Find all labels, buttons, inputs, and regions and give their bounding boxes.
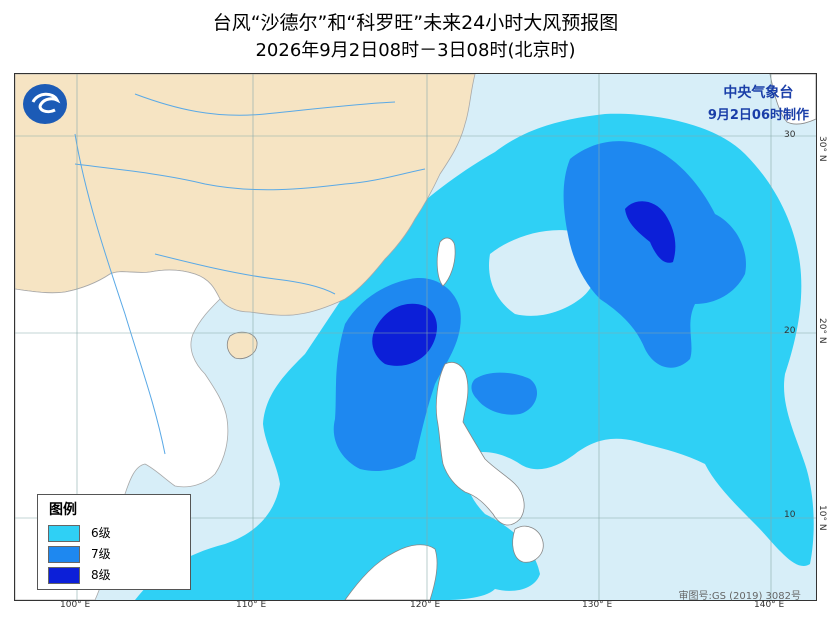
wind-zone-7-ph — [471, 372, 538, 415]
legend-item-7: 7级 — [48, 545, 188, 563]
legend-item-8: 8级 — [48, 566, 188, 584]
river-yangtze — [74, 163, 426, 191]
sea-gap-central — [489, 230, 598, 316]
agency-name: 中央气象台 — [723, 85, 794, 101]
lon-label-130: 130° E — [582, 600, 613, 610]
river-yellow — [134, 93, 396, 116]
lat-inner-10: 10 — [784, 510, 796, 520]
river-pearl — [154, 253, 336, 295]
wind-zone-7-east — [563, 141, 746, 368]
legend: 图例 6级 7级 8级 — [37, 494, 191, 590]
map-title: 台风“沙德尔”和“科罗旺”未来24小时大风预报图 — [212, 12, 619, 34]
land-mindanao — [512, 525, 544, 563]
lon-label-140: 140° E — [754, 600, 785, 610]
map-approval-number: 审图号:GS (2019) 3082号 — [678, 591, 801, 602]
wind-zone-8-east — [625, 201, 676, 263]
land-japan — [769, 74, 816, 125]
legend-item-6: 6级 — [48, 524, 188, 542]
wind-zone-8-west — [372, 303, 437, 366]
river-mekong — [74, 133, 166, 455]
legend-label-7: 7级 — [91, 547, 111, 561]
lat-label-10: 10° N — [817, 505, 827, 531]
land-philippines — [435, 362, 525, 526]
lon-label-100: 100° E — [60, 600, 91, 610]
land-borneo — [344, 544, 438, 600]
lat-label-20: 20° N — [817, 318, 827, 344]
lon-label-120: 120° E — [410, 600, 441, 610]
legend-swatch-8 — [48, 567, 80, 584]
issue-time: 9月2日06时制作 — [707, 108, 809, 123]
legend-swatch-7 — [48, 546, 80, 563]
lat-inner-30: 30 — [784, 130, 796, 140]
legend-title: 图例 — [49, 502, 77, 518]
legend-swatch-6 — [48, 525, 80, 542]
legend-label-6: 6级 — [91, 526, 111, 540]
agency-block: 中央气象台 9月2日06时制作 — [708, 82, 809, 123]
land-taiwan — [436, 237, 456, 287]
cma-logo — [23, 84, 67, 124]
land-hainan — [226, 331, 258, 360]
legend-label-8: 8级 — [91, 568, 111, 582]
map-subtitle: 2026年9月2日08时－3日08时(北京时) — [255, 40, 576, 61]
lat-inner-20: 20 — [784, 326, 796, 336]
lon-label-110: 110° E — [236, 600, 267, 610]
lat-label-30: 30° N — [817, 136, 827, 162]
